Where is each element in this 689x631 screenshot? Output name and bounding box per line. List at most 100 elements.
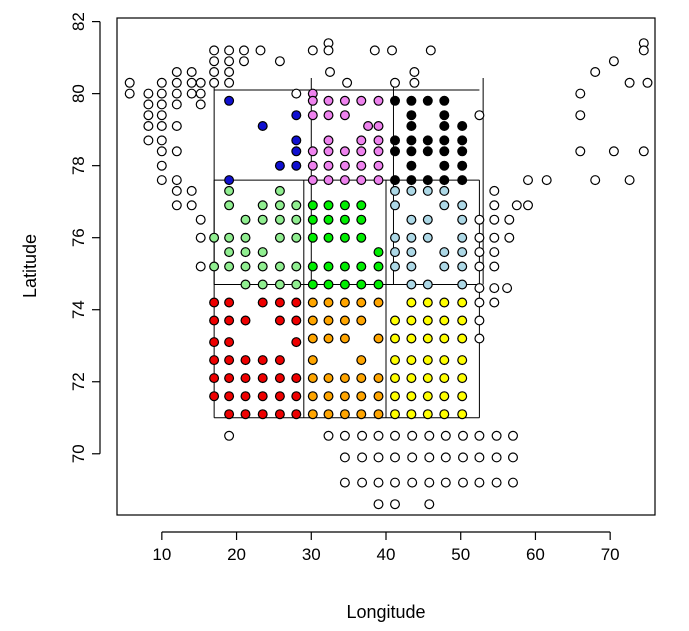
point-s0-121 — [339, 477, 350, 488]
point-s0-116 — [440, 452, 451, 463]
y-tick-label-76: 76 — [69, 228, 88, 247]
point-s0-45 — [239, 56, 250, 67]
point-s2-22 — [356, 160, 367, 171]
point-s4-0 — [224, 185, 235, 196]
point-s3-22 — [390, 175, 401, 186]
point-s4-18 — [209, 261, 220, 272]
point-s5-17 — [356, 261, 367, 272]
point-s7-28 — [274, 391, 285, 402]
point-s9-2 — [439, 297, 450, 308]
point-s6-16 — [439, 247, 450, 258]
point-s1-0 — [224, 95, 235, 106]
point-s7-15 — [240, 355, 251, 366]
point-s0-8 — [156, 88, 167, 99]
point-s0-34 — [195, 232, 206, 243]
point-s8-19 — [373, 373, 384, 384]
point-s0-36 — [209, 45, 220, 56]
point-s1-3 — [291, 110, 302, 121]
point-s4-12 — [240, 232, 251, 243]
point-s2-24 — [307, 175, 318, 186]
point-s0-119 — [491, 452, 502, 463]
point-s0-9 — [156, 99, 167, 110]
point-s6-13 — [457, 232, 468, 243]
point-s6-24 — [457, 279, 468, 290]
data-points — [124, 38, 653, 510]
point-s6-15 — [406, 247, 417, 258]
y-tick-label-82: 82 — [69, 12, 88, 31]
point-s6-5 — [439, 200, 450, 211]
point-s9-5 — [406, 315, 417, 326]
point-s6-23 — [422, 279, 433, 290]
point-s7-4 — [291, 297, 302, 308]
point-s4-13 — [274, 232, 285, 243]
point-s0-59 — [425, 45, 436, 56]
point-s2-20 — [323, 160, 334, 171]
point-s8-28 — [356, 409, 367, 420]
y-tick-label-80: 80 — [69, 84, 88, 103]
point-s6-1 — [406, 185, 417, 196]
point-s9-29 — [390, 409, 401, 420]
point-s2-19 — [307, 160, 318, 171]
point-s0-82 — [608, 146, 619, 157]
point-s0-60 — [474, 110, 485, 121]
point-s8-10 — [323, 333, 334, 344]
point-s0-4 — [143, 110, 154, 121]
point-s2-27 — [356, 175, 367, 186]
point-s0-19 — [171, 99, 182, 110]
point-s9-15 — [406, 355, 417, 366]
point-s2-10 — [373, 120, 384, 131]
point-s0-117 — [458, 452, 469, 463]
point-s2-16 — [339, 146, 350, 157]
point-s3-9 — [390, 135, 401, 146]
point-s0-11 — [156, 120, 167, 131]
point-s8-14 — [356, 355, 367, 366]
point-s7-31 — [240, 409, 251, 420]
point-s0-130 — [491, 477, 502, 488]
point-s0-48 — [291, 88, 302, 99]
point-s0-53 — [342, 77, 353, 88]
point-s9-18 — [457, 355, 468, 366]
point-s8-5 — [307, 315, 318, 326]
point-s7-7 — [240, 315, 251, 326]
point-s1-5 — [291, 146, 302, 157]
point-s7-26 — [240, 391, 251, 402]
point-s0-78 — [575, 146, 586, 157]
point-s0-92 — [474, 261, 485, 272]
y-tick-label-72: 72 — [69, 372, 88, 391]
point-s0-21 — [171, 146, 182, 157]
point-s5-0 — [307, 200, 318, 211]
point-s0-122 — [357, 477, 368, 488]
point-s0-72 — [511, 200, 522, 211]
point-s4-27 — [291, 279, 302, 290]
point-s9-23 — [457, 373, 468, 384]
point-s0-29 — [186, 200, 197, 211]
point-s8-15 — [307, 373, 318, 384]
point-s9-13 — [457, 333, 468, 344]
point-s9-30 — [406, 409, 417, 420]
point-s6-7 — [406, 214, 417, 225]
point-s9-6 — [422, 315, 433, 326]
point-s3-23 — [406, 175, 417, 186]
point-s1-7 — [291, 160, 302, 171]
x-tick-label-30: 30 — [302, 545, 321, 564]
point-s0-126 — [424, 477, 435, 488]
point-s7-20 — [240, 373, 251, 384]
point-s0-69 — [504, 214, 515, 225]
point-s0-80 — [590, 175, 601, 186]
point-s8-7 — [339, 315, 350, 326]
point-s0-10 — [156, 110, 167, 121]
point-s8-20 — [307, 391, 318, 402]
point-s2-3 — [339, 95, 350, 106]
point-s2-5 — [373, 95, 384, 106]
point-s7-21 — [257, 373, 268, 384]
point-s0-56 — [390, 77, 401, 88]
point-s0-7 — [156, 77, 167, 88]
point-s5-18 — [307, 279, 318, 290]
point-s5-7 — [356, 214, 367, 225]
point-s7-9 — [291, 315, 302, 326]
y-tick-label-78: 78 — [69, 156, 88, 175]
point-s7-23 — [291, 373, 302, 384]
point-s2-23 — [373, 160, 384, 171]
point-s3-7 — [439, 120, 450, 131]
